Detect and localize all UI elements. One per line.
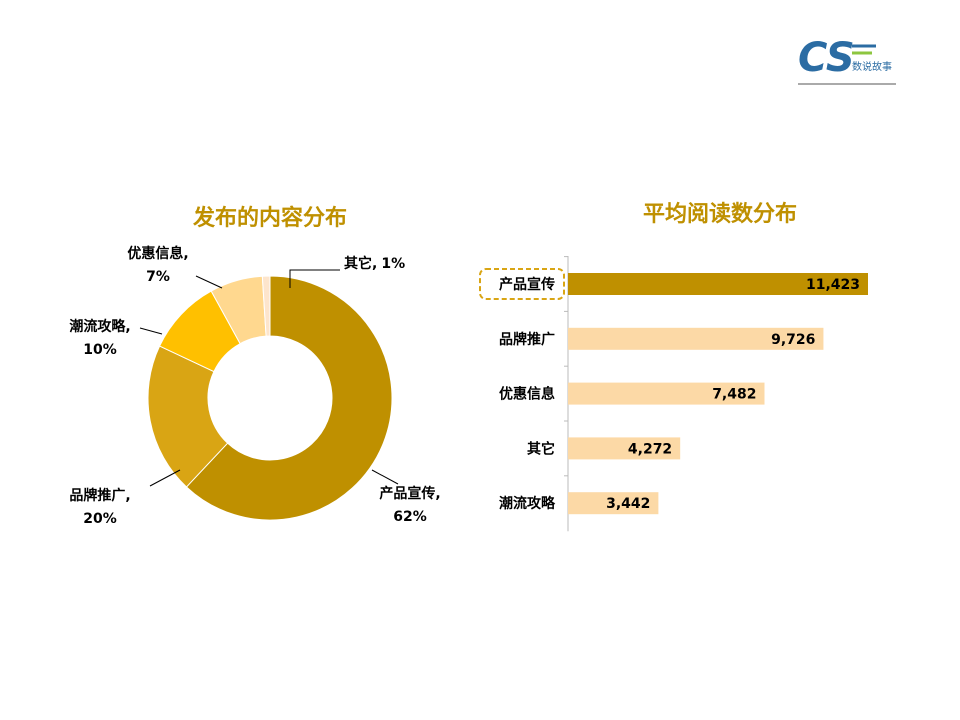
logo-mark: CS bbox=[798, 35, 855, 81]
bar bbox=[568, 382, 765, 405]
value-label: 11,423 bbox=[806, 277, 860, 293]
category-label: 优惠信息, bbox=[127, 245, 188, 262]
chart-title: 平均阅读数分布 bbox=[643, 201, 797, 227]
bar bbox=[568, 273, 868, 295]
value-label: 9,726 bbox=[771, 332, 815, 348]
data-label: 其它, 1% bbox=[344, 255, 405, 272]
value-label: 4,272 bbox=[628, 441, 672, 457]
category-label: 优惠信息 bbox=[499, 386, 555, 403]
bar bbox=[568, 327, 824, 350]
chart-title: 发布的内容分布 bbox=[192, 205, 347, 231]
bar bbox=[568, 492, 659, 515]
leader-line bbox=[149, 469, 181, 487]
category-label: 其它 bbox=[527, 440, 555, 457]
value-label: 7% bbox=[146, 269, 170, 285]
bar bbox=[568, 437, 681, 460]
category-label: 品牌推广, bbox=[69, 487, 130, 504]
data-label: 优惠信息, 7% bbox=[127, 245, 188, 285]
donut-slice bbox=[261, 275, 271, 337]
value-label: 62% bbox=[393, 509, 427, 525]
data-label: 产品宣传, 62% bbox=[379, 485, 440, 525]
leader-line bbox=[371, 469, 399, 485]
logo-text: 数说故事 bbox=[852, 60, 892, 73]
donut-slice bbox=[185, 275, 393, 521]
highlight-box bbox=[479, 268, 565, 300]
value-label: 1% bbox=[381, 256, 405, 272]
leader-line bbox=[195, 275, 223, 289]
leader-line bbox=[139, 327, 163, 335]
value-label: 7,482 bbox=[712, 387, 756, 403]
category-label: 潮流攻略 bbox=[499, 495, 556, 512]
logo: CS 数说故事 bbox=[798, 35, 896, 85]
donut-slice bbox=[147, 345, 229, 488]
category-label: 产品宣传 bbox=[499, 276, 555, 293]
category-label: 其它, bbox=[344, 255, 377, 272]
category-label: 潮流攻略, bbox=[69, 318, 130, 335]
category-label: 品牌推广 bbox=[499, 331, 555, 348]
category-label: 产品宣传, bbox=[379, 485, 440, 502]
data-label: 潮流攻略, 10% bbox=[69, 318, 130, 358]
data-label: 品牌推广, 20% bbox=[69, 487, 130, 527]
value-label: 10% bbox=[83, 342, 117, 358]
leader-line bbox=[289, 269, 340, 288]
value-label: 20% bbox=[83, 511, 117, 527]
value-label: 3,442 bbox=[606, 496, 650, 512]
